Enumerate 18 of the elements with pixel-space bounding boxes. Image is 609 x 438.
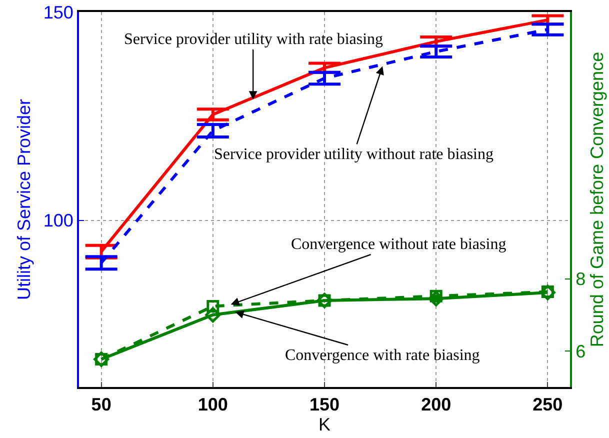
x-axis-title: K — [318, 414, 331, 435]
y2-tick-label: 6 — [576, 341, 586, 362]
x-tick-label: 100 — [198, 394, 228, 415]
annotation: Service provider utility without rate biasing — [214, 146, 494, 163]
x-tick-label: 200 — [421, 394, 452, 415]
point — [206, 300, 220, 312]
point — [205, 307, 221, 323]
y2-axis-title: Round of Game before Convergence — [587, 52, 608, 348]
y-axis-title: Utility of Service Provider — [14, 98, 34, 300]
x-tick-label: 50 — [91, 394, 112, 415]
point — [428, 290, 444, 306]
annotation: Service provider utility with rate biasing — [124, 31, 384, 48]
x-tick-label: 250 — [532, 394, 563, 415]
annotation: Convergence without rate biasing — [291, 236, 506, 253]
annotation: Convergence with rate biasing — [285, 347, 480, 364]
x-tick-label: 150 — [309, 394, 340, 415]
point — [430, 290, 442, 302]
y2-tick-label: 8 — [576, 269, 586, 290]
